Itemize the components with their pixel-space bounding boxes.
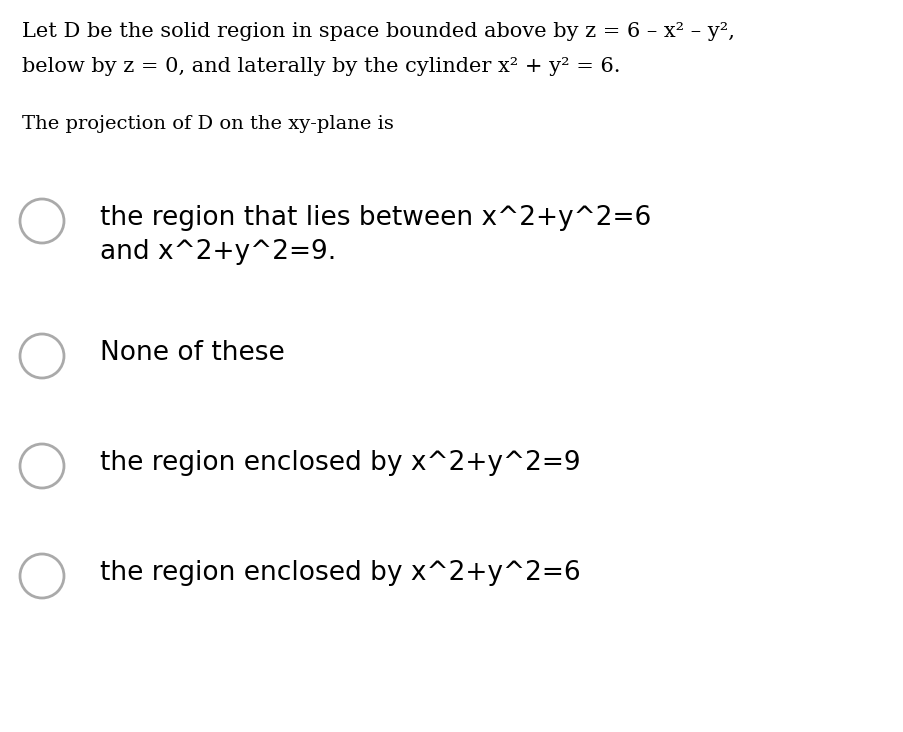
Text: the region that lies between x^2+y^2=6: the region that lies between x^2+y^2=6 <box>100 205 650 231</box>
Text: below by z = 0, and laterally by the cylinder x² + y² = 6.: below by z = 0, and laterally by the cyl… <box>22 57 619 76</box>
Text: and x^2+y^2=9.: and x^2+y^2=9. <box>100 239 336 265</box>
Text: the region enclosed by x^2+y^2=6: the region enclosed by x^2+y^2=6 <box>100 560 580 586</box>
Circle shape <box>20 554 64 598</box>
Text: the region enclosed by x^2+y^2=9: the region enclosed by x^2+y^2=9 <box>100 450 580 476</box>
Circle shape <box>20 334 64 378</box>
Text: None of these: None of these <box>100 340 284 366</box>
Text: Let D be the solid region in space bounded above by z = 6 – x² – y²,: Let D be the solid region in space bound… <box>22 22 734 41</box>
Circle shape <box>20 199 64 243</box>
Circle shape <box>20 444 64 488</box>
Text: The projection of D on the xy-plane is: The projection of D on the xy-plane is <box>22 115 394 133</box>
